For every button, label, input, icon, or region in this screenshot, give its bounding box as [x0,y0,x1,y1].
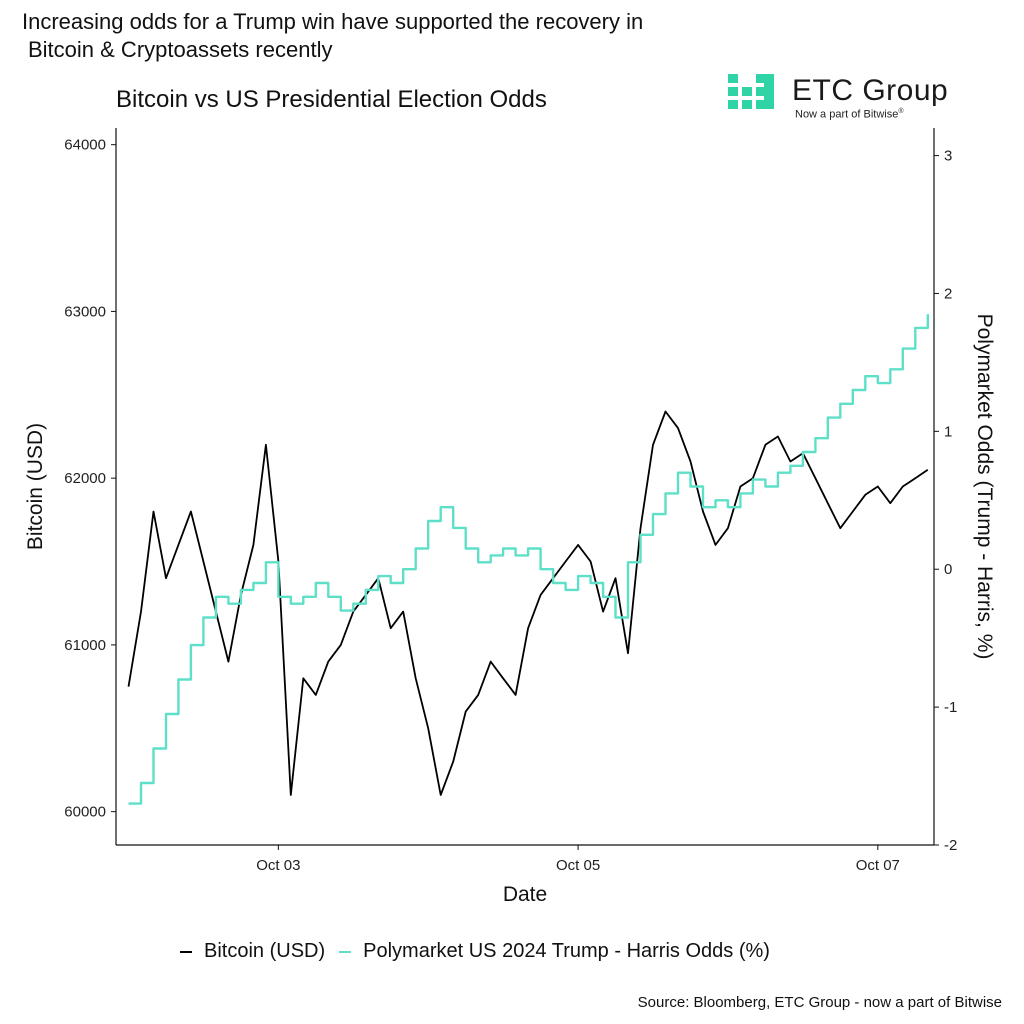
x-tick-label: Oct 05 [556,857,600,874]
y-tick-label-right: 0 [944,561,952,578]
etc-group-logo: ETC Group Now a part of Bitwise® [728,72,1008,128]
y-tick-label-left: 63000 [64,303,106,320]
chart-axes [111,128,939,850]
logo-tagline: Now a part of Bitwise® [795,108,904,121]
y-tick-label-left: 60000 [64,804,106,821]
chart-series [127,314,929,805]
y-tick-label-left: 61000 [64,637,106,654]
chart-title: Bitcoin vs US Presidential Election Odds [116,86,547,113]
y-tick-label-right: 2 [944,285,952,302]
y-tick-label-right: 1 [944,423,952,440]
y-tick-label-left: 62000 [64,470,106,487]
y-tick-label-right: -2 [944,837,957,854]
series-line-bitcoin [127,410,929,796]
legend-label-bitcoin: Bitcoin (USD) [204,940,326,962]
x-tick-label: Oct 07 [856,857,900,874]
legend-item-odds: Polymarket US 2024 Trump - Harris Odds (… [339,940,770,963]
logo-name: ETC Group [792,74,949,107]
headline: Increasing odds for a Trump win have sup… [22,8,643,64]
series-line-odds [128,314,929,805]
headline-line-2: Bitcoin & Cryptoassets recently [28,37,333,62]
x-axis-title: Date [503,883,547,906]
headline-line-1: Increasing odds for a Trump win have sup… [22,9,644,34]
y-axis-title-left: Bitcoin (USD) [24,423,47,550]
legend-item-bitcoin: Bitcoin (USD) [180,940,325,963]
legend: Bitcoin (USD) Polymarket US 2024 Trump -… [180,940,784,963]
chart-labels: 60000 61000 62000 63000 64000 -2 -1 0 1 2 3 Oct 03 O… [24,137,996,906]
y-tick-label-right: -1 [944,699,957,716]
legend-swatch-bitcoin [180,950,192,953]
logo-tagline-text: Now a part of Bitwise [795,108,899,121]
legend-label-odds: Polymarket US 2024 Trump - Harris Odds (… [363,940,770,962]
source-note: Source: Bloomberg, ETC Group - now a par… [637,994,1002,1011]
etc-logo-mark-icon [728,74,774,109]
y-axis-title-right: Polymarket Odds (Trump - Harris, %) [973,314,996,660]
y-tick-label-left: 64000 [64,137,106,154]
x-tick-label: Oct 03 [256,857,300,874]
legend-swatch-odds [339,950,352,953]
logo-tagline-mark: ® [898,108,904,115]
y-tick-label-right: 3 [944,148,952,165]
